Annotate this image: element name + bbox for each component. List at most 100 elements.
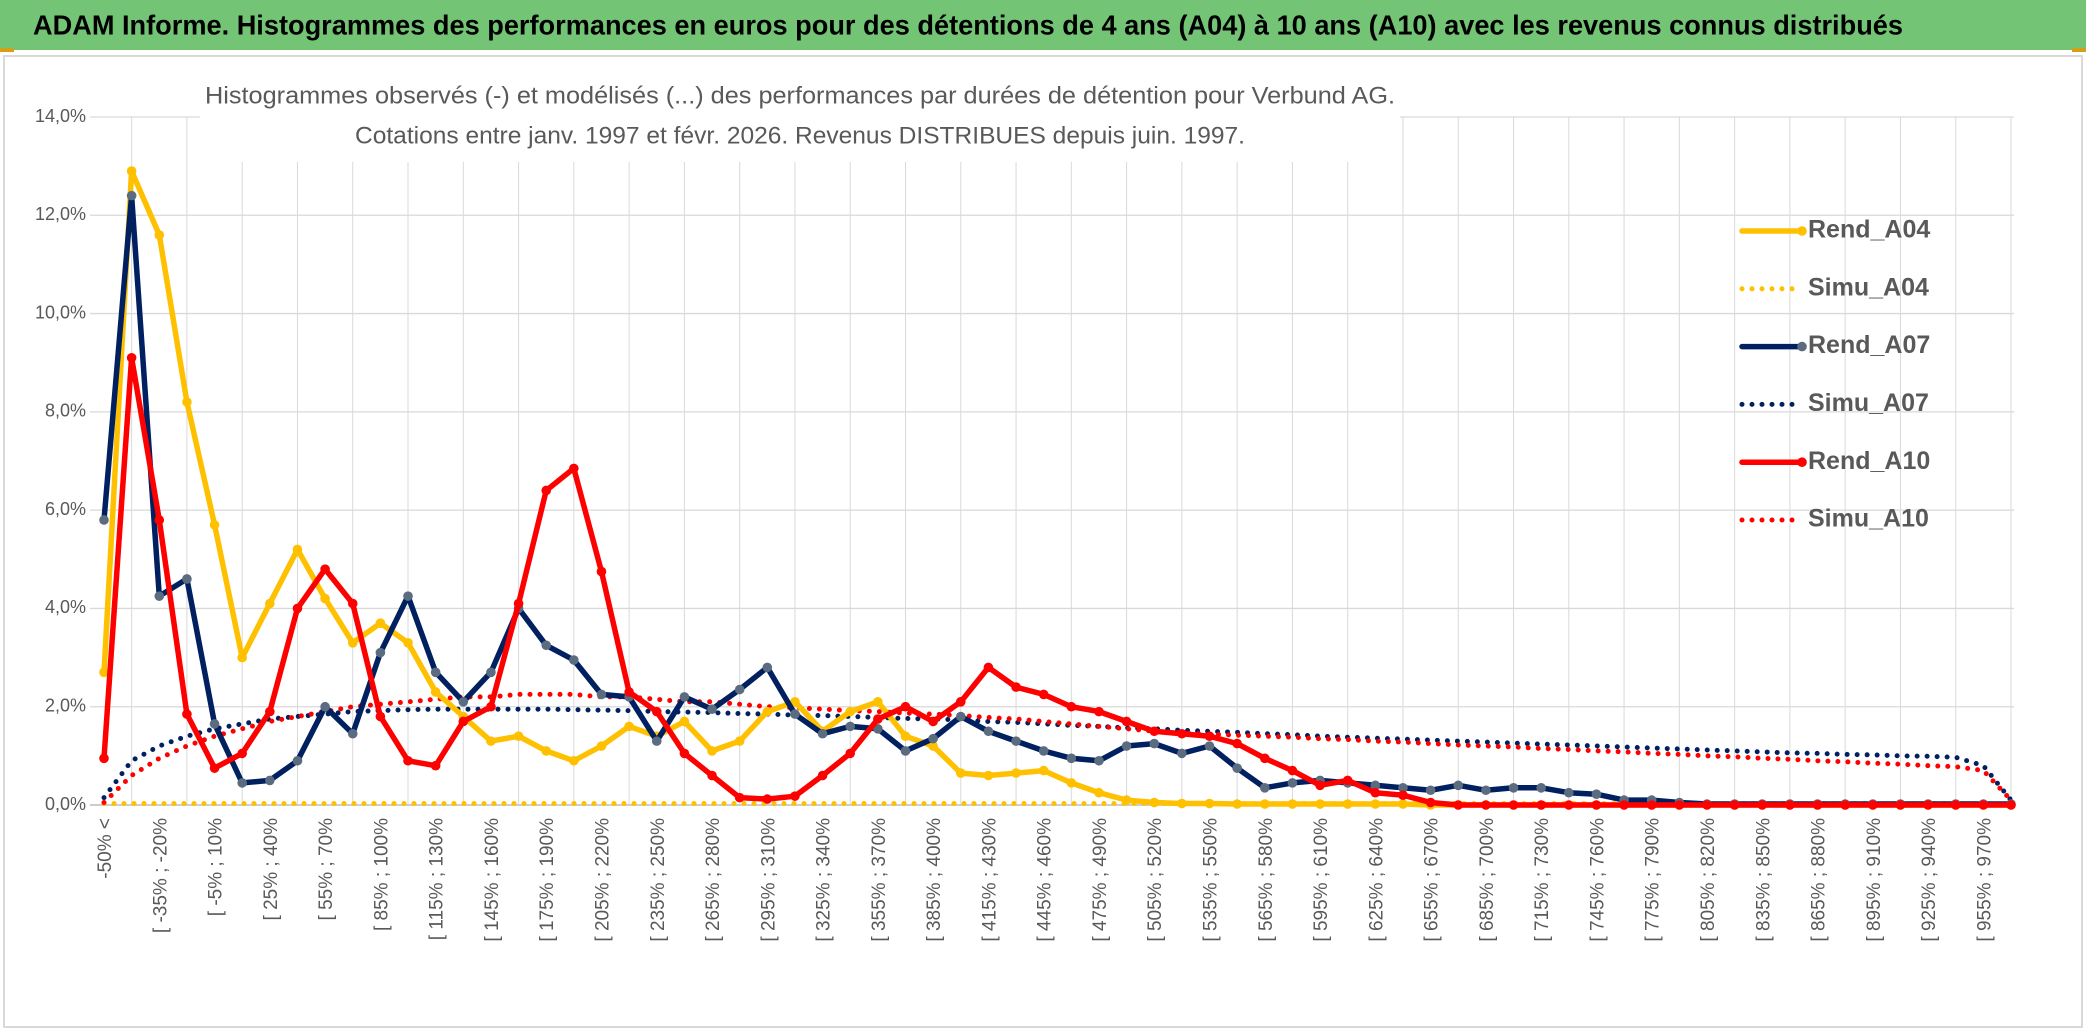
point (596, 689, 607, 700)
y-tick-label: 10,0% (35, 302, 86, 322)
point (265, 598, 275, 609)
point (154, 515, 165, 525)
point (928, 741, 938, 751)
point (430, 687, 441, 697)
point (1259, 753, 1270, 764)
y-tick-label: 0,0% (45, 794, 86, 814)
point (1287, 765, 1298, 776)
point (651, 736, 662, 746)
point (541, 485, 552, 496)
point (1038, 765, 1049, 776)
point (734, 736, 745, 746)
point (1342, 799, 1353, 809)
x-tick-label: [ 835% ; 850% (1753, 818, 1774, 942)
point (403, 638, 413, 648)
point (99, 667, 109, 678)
point (790, 709, 800, 719)
point (845, 721, 856, 732)
point (1149, 797, 1160, 808)
point (375, 618, 386, 628)
point (624, 687, 634, 697)
legend-label: Rend_A10 (1808, 447, 1930, 475)
x-tick-label: [ 955% ; 970% (1974, 818, 1995, 942)
point (817, 728, 828, 739)
legend-label: Simu_A10 (1808, 505, 1929, 533)
point (734, 792, 745, 803)
point (624, 721, 634, 732)
point (1094, 706, 1104, 717)
x-tick-label: [ 595% ; 610% (1311, 818, 1332, 942)
simulated-line (101, 691, 2014, 805)
x-tick-label: [ 235% ; 250% (648, 818, 669, 942)
point (403, 591, 413, 601)
point (292, 544, 303, 555)
point (1563, 800, 1574, 810)
point (292, 603, 303, 614)
point (154, 230, 165, 240)
point (983, 662, 994, 673)
x-tick-label: [ 715% ; 730% (1532, 818, 1553, 942)
point (541, 746, 552, 756)
point (817, 770, 828, 781)
point (900, 731, 911, 741)
point (182, 709, 192, 719)
point (209, 763, 220, 773)
y-tick-label: 8,0% (45, 401, 86, 421)
point (347, 598, 358, 609)
point (486, 736, 496, 746)
point (1121, 741, 1132, 751)
point (762, 706, 773, 717)
point (1038, 689, 1049, 700)
point (1011, 736, 1021, 746)
point (1315, 780, 1325, 791)
point (1508, 783, 1519, 793)
point (237, 778, 247, 788)
point (1923, 800, 1933, 810)
x-tick-label: [ 355% ; 370% (869, 818, 890, 942)
point (1646, 800, 1657, 810)
point (1674, 800, 1685, 810)
point (1177, 728, 1187, 739)
point (900, 746, 911, 756)
x-tick-label: [ 205% ; 220% (592, 818, 613, 942)
point (955, 697, 966, 707)
point (651, 706, 662, 717)
point (1757, 800, 1768, 810)
chart-subtitle: Cotations entre janv. 1997 et févr. 2026… (355, 122, 1245, 149)
point (983, 770, 994, 781)
point (513, 598, 524, 609)
point (403, 755, 413, 766)
x-tick-label: [ 655% ; 670% (1422, 818, 1443, 942)
point (320, 564, 330, 574)
point (265, 706, 275, 717)
x-tick-label: [ -5% ; 10% (206, 818, 227, 916)
point (320, 593, 330, 604)
point (569, 755, 579, 766)
x-tick-label: [ 385% ; 400% (924, 818, 945, 942)
x-tick-label: [ 145% ; 160% (482, 818, 503, 942)
y-tick-label: 6,0% (45, 499, 86, 519)
point (679, 716, 690, 727)
point (845, 706, 856, 717)
point (1785, 800, 1795, 810)
x-tick-label: [ 295% ; 310% (758, 818, 779, 942)
point (1177, 748, 1187, 759)
point (1370, 780, 1381, 791)
point (1702, 800, 1712, 810)
y-tick-label: 12,0% (35, 204, 86, 224)
point (790, 791, 800, 801)
point (762, 794, 773, 804)
point (1619, 800, 1629, 810)
point (707, 770, 717, 781)
x-tick-label: [ 565% ; 580% (1256, 818, 1277, 942)
point (873, 724, 883, 734)
legend: Rend_A04 Simu_A04 Rend_A07 Simu_A07 Rend_A10… (1739, 216, 1930, 533)
point (1066, 753, 1077, 764)
point (1398, 790, 1408, 800)
point (320, 701, 330, 712)
x-tick-label: [ 685% ; 700% (1477, 818, 1498, 942)
point (1895, 800, 1906, 810)
point (762, 662, 773, 673)
point (1094, 755, 1104, 766)
point (486, 701, 496, 712)
